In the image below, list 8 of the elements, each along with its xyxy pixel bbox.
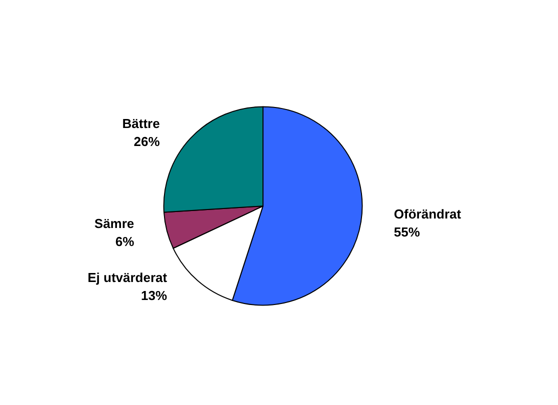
- slice-label: Ej utvärderat: [88, 270, 168, 285]
- data-label: 6%: [115, 234, 135, 250]
- data-label: 13%: [141, 288, 168, 303]
- data-label: 55%: [394, 224, 420, 240]
- slice-label: Oförändrat: [394, 206, 462, 222]
- slice-label: Sämre: [94, 216, 134, 232]
- slice-label: Bättre: [122, 116, 160, 132]
- data-label: 26%: [134, 134, 160, 150]
